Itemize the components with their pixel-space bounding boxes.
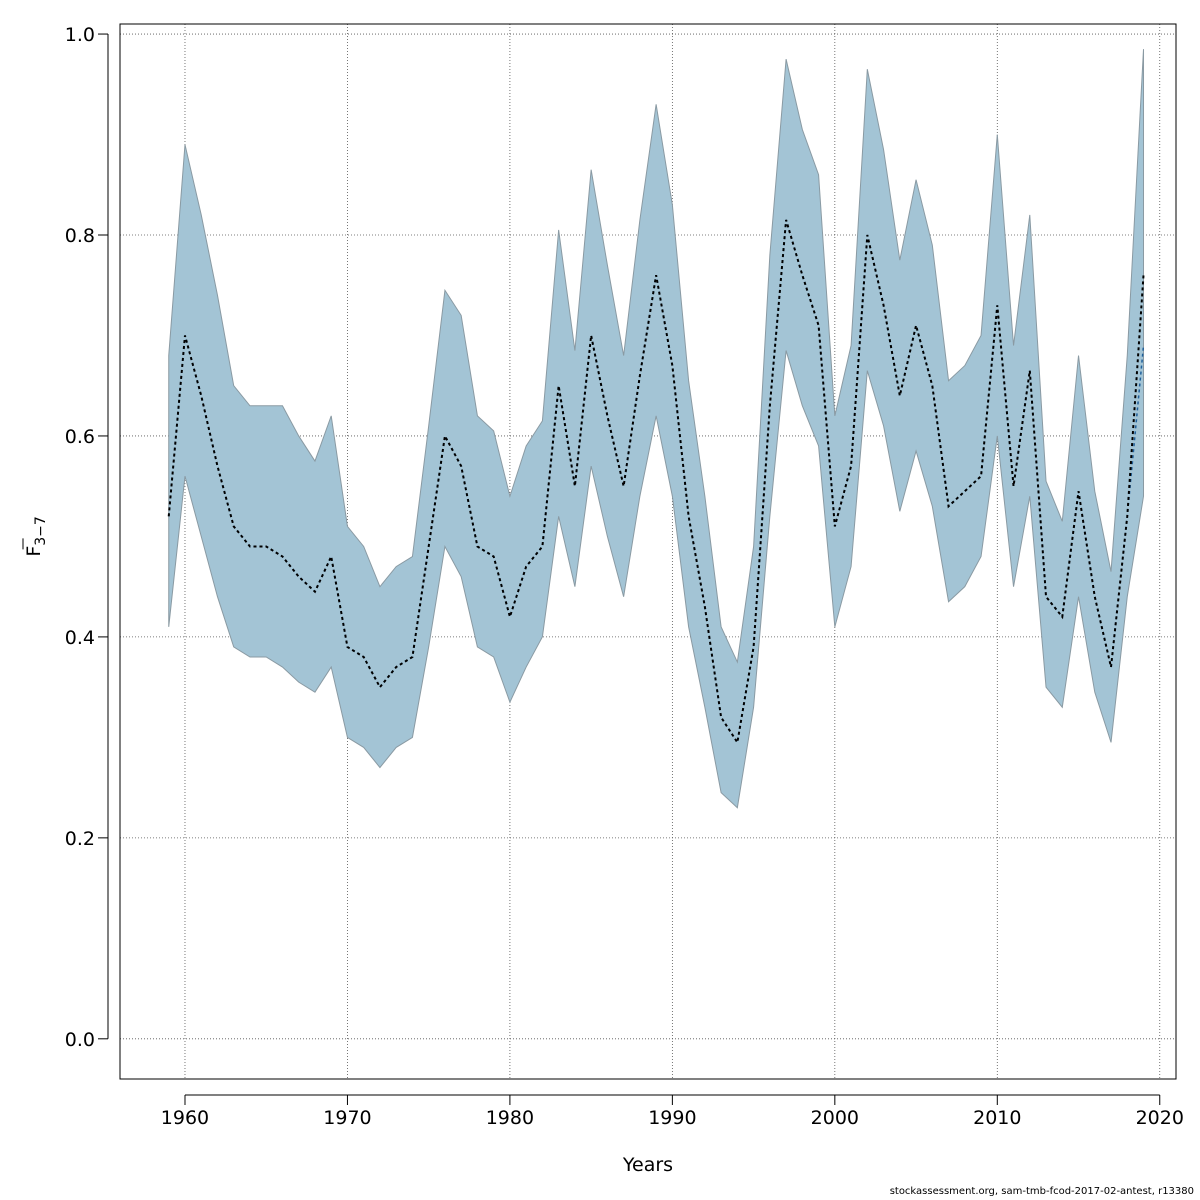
x-tick-label: 2010 bbox=[973, 1107, 1021, 1129]
x-tick-label: 1980 bbox=[486, 1107, 534, 1129]
svg-text:F3−7: F3−7 bbox=[23, 516, 49, 556]
series-line-layer bbox=[167, 219, 1145, 746]
y-axis-title-base: F bbox=[23, 546, 45, 557]
y-tick-label: 0.8 bbox=[65, 225, 95, 247]
confidence-band-1 bbox=[168, 49, 1145, 809]
y-axis: 0.0 0.2 0.4 0.6 0.8 1.0 bbox=[65, 24, 109, 1051]
y-axis-title: F3−7 bbox=[22, 516, 49, 557]
x-axis: 1960 1970 1980 1990 2000 2010 2020 bbox=[161, 1094, 1184, 1129]
x-axis-title: Years bbox=[622, 1154, 673, 1176]
x-tick-label: 2020 bbox=[1136, 1107, 1184, 1129]
x-tick-label: 1970 bbox=[323, 1107, 371, 1129]
y-axis-title-subscript: 3−7 bbox=[33, 516, 49, 546]
y-tick-label: 1.0 bbox=[65, 24, 95, 46]
y-tick-label: 0.0 bbox=[65, 1029, 95, 1051]
y-tick-label: 0.6 bbox=[65, 426, 95, 448]
plot-frame bbox=[119, 23, 1177, 1080]
y-tick-label: 0.2 bbox=[65, 828, 95, 850]
series-line-1 bbox=[167, 219, 1145, 746]
y-tick-label: 0.4 bbox=[65, 627, 95, 649]
footer-note: stockassessment.org, sam-tmb-fcod-2017-0… bbox=[889, 1186, 1194, 1197]
x-tick-label: 1960 bbox=[161, 1107, 209, 1129]
x-tick-label: 1990 bbox=[648, 1107, 696, 1129]
x-tick-label: 2000 bbox=[811, 1107, 859, 1129]
confidence-band-layer bbox=[168, 49, 1145, 809]
